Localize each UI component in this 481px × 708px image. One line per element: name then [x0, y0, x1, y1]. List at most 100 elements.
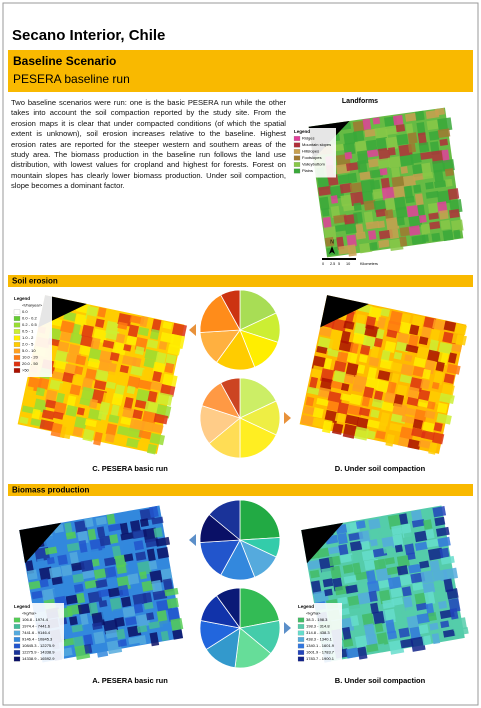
map-cell	[404, 354, 413, 362]
map-cell	[87, 357, 101, 369]
map-cell	[432, 159, 446, 173]
legend-label: 1.0 - 2	[22, 335, 34, 340]
map-cell	[439, 547, 450, 559]
map-cell	[380, 308, 391, 317]
map-cell	[65, 404, 78, 417]
map-cell	[347, 244, 357, 257]
map-cell	[84, 643, 93, 654]
map-cell	[146, 443, 158, 455]
scale-label: 5	[338, 262, 340, 266]
map-cell	[143, 601, 154, 610]
map-cell	[447, 188, 460, 200]
legend-label: 20.0 - 50	[22, 361, 39, 366]
map-cell	[156, 392, 173, 407]
map-cell	[359, 344, 371, 356]
map-cell	[432, 506, 447, 518]
legend-swatch	[297, 624, 305, 629]
map-cell	[120, 596, 132, 608]
map-cell	[22, 395, 36, 409]
map-cell	[93, 631, 106, 645]
map-cell	[97, 307, 107, 318]
legend-swatch	[13, 329, 21, 334]
map-cell	[388, 639, 405, 655]
map-cell	[420, 570, 434, 584]
map-cell	[380, 177, 391, 190]
legend-swatch	[297, 643, 305, 649]
map-cell	[106, 370, 118, 385]
map-cell	[48, 566, 63, 580]
map-cell	[309, 569, 320, 579]
map-cell	[350, 615, 360, 627]
map-cell	[114, 617, 125, 628]
map-cell	[139, 571, 148, 580]
map-cell	[130, 520, 141, 533]
map-cell	[418, 439, 434, 450]
heading-band	[8, 275, 473, 287]
map-cell	[395, 616, 409, 631]
map-cell	[421, 508, 430, 517]
heading: Soil erosion	[12, 277, 58, 286]
map-cell	[434, 180, 449, 189]
map-cell	[418, 142, 430, 153]
map-cell	[121, 407, 136, 421]
map-cell	[367, 366, 378, 381]
map-cell	[421, 635, 432, 646]
map-cell	[436, 413, 452, 425]
map-cell	[109, 534, 119, 544]
caption: A. PESERA basic run	[92, 676, 168, 685]
map-cell	[84, 579, 99, 590]
map-cell	[99, 401, 111, 415]
map-cell	[385, 433, 395, 447]
map-cell	[155, 351, 167, 364]
map-cell	[75, 354, 87, 366]
map-cell	[431, 381, 440, 390]
map-cell	[146, 612, 155, 621]
map-cell	[316, 397, 330, 407]
map-cell	[158, 619, 173, 633]
map-cell	[126, 437, 140, 449]
legend-box	[12, 603, 64, 666]
map-cell	[417, 132, 427, 146]
map-cell	[80, 613, 89, 626]
legend-label: Valleybottom	[302, 162, 325, 167]
map-cell	[93, 431, 103, 446]
map-cell	[396, 332, 410, 345]
pie-slice	[239, 587, 280, 629]
map-cell	[377, 147, 391, 161]
legend-swatch	[297, 617, 305, 623]
map-cell	[421, 430, 435, 441]
map-cell	[365, 376, 380, 390]
scale-label: 0	[322, 262, 324, 266]
map-cell	[443, 320, 457, 332]
map-cell	[365, 430, 376, 440]
map-cell	[448, 597, 461, 613]
map-cell	[137, 560, 152, 576]
map-cell	[371, 398, 385, 409]
map-cell	[361, 612, 375, 627]
map-cell	[82, 428, 95, 442]
map-cell	[439, 138, 449, 146]
caption: C. PESERA basic run	[92, 464, 168, 473]
map-cell	[451, 617, 468, 631]
map-cell	[105, 329, 120, 341]
map-cell	[164, 587, 179, 597]
map-cell	[403, 531, 418, 542]
legend-swatch	[293, 155, 301, 161]
legend-label: 9146.4 - 10845.3	[22, 637, 53, 642]
map-cell	[364, 324, 380, 338]
legend-label: 106.8 - 1974.4	[22, 617, 49, 622]
map-cell	[127, 324, 139, 338]
map-cell	[432, 319, 447, 331]
map-cell	[380, 349, 391, 363]
map-cell	[51, 370, 66, 381]
map-cell	[62, 647, 73, 657]
map-cell	[405, 344, 419, 354]
legend-swatch	[297, 650, 305, 655]
map-cell	[72, 635, 85, 649]
map-cell	[416, 346, 431, 360]
map-cell	[53, 401, 67, 415]
map-cell	[360, 540, 371, 551]
legend-label: 1601.9 - 1783.7	[306, 650, 335, 655]
map-cell	[72, 323, 81, 335]
map-cell	[102, 339, 116, 349]
